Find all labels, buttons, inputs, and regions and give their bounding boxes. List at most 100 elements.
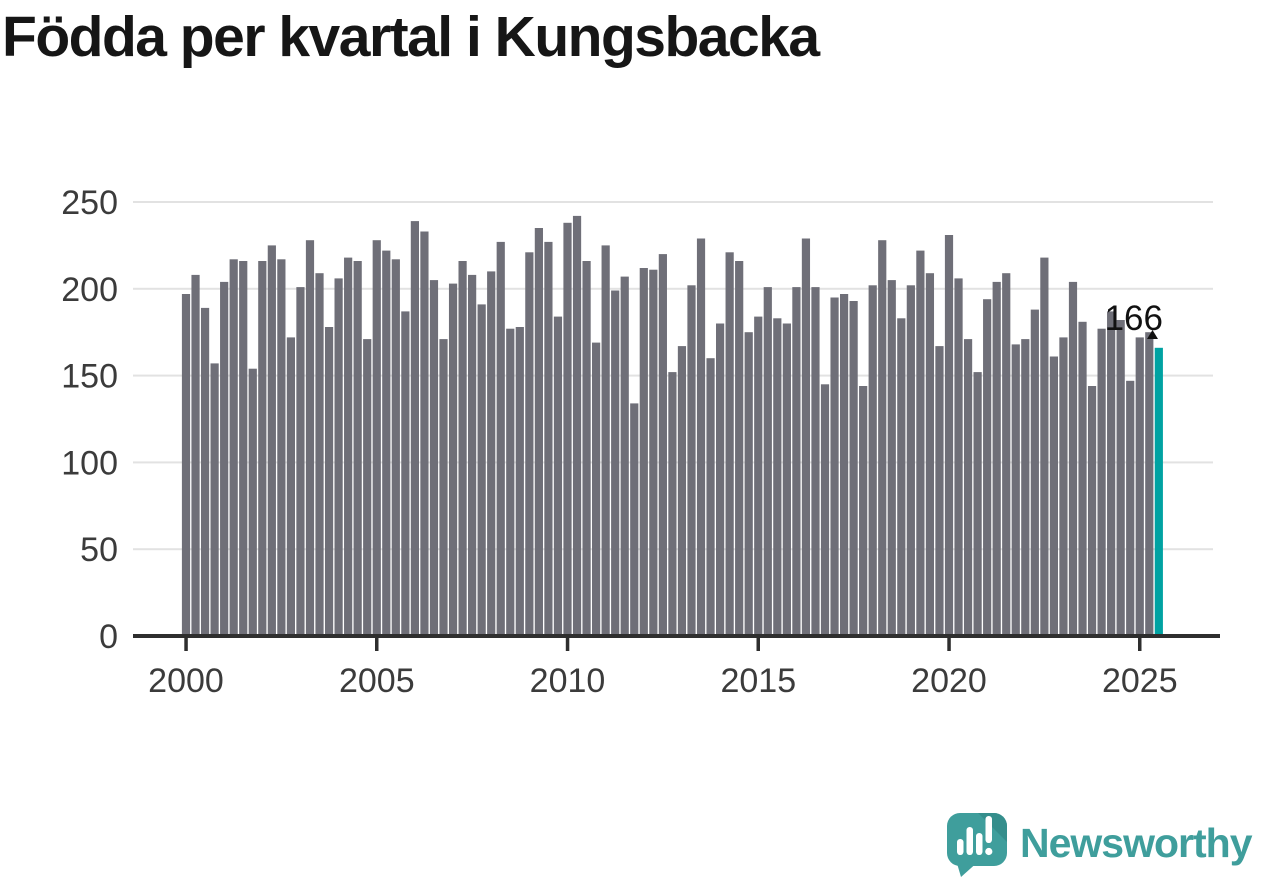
- bar: [1078, 321, 1087, 636]
- bar: [897, 318, 906, 636]
- bar: [382, 250, 391, 636]
- bar: [716, 323, 725, 636]
- bar: [277, 259, 286, 636]
- bar: [592, 342, 601, 636]
- bar: [534, 228, 543, 636]
- bar: [353, 261, 362, 636]
- bar: [1011, 344, 1020, 636]
- bar: [506, 328, 515, 636]
- y-tick-label: 100: [61, 444, 118, 482]
- bar: [887, 280, 896, 636]
- bar: [668, 372, 677, 636]
- x-tick-label: 2010: [530, 662, 606, 700]
- bar: [620, 276, 629, 636]
- bar: [468, 274, 477, 636]
- bar: [563, 222, 572, 637]
- x-axis-tick: [1138, 638, 1142, 651]
- y-tick-label: 0: [99, 618, 118, 656]
- bar: [181, 294, 191, 636]
- bar: [391, 259, 400, 636]
- bar: [286, 337, 296, 636]
- bar-chart: 2000 2005 2010 2015 2020 2025 0 50 100 150 200 250 1…: [61, 184, 1220, 700]
- bar: [611, 290, 620, 636]
- newsworthy-logo-text: Newsworthy: [1020, 820, 1253, 866]
- bar: [916, 250, 925, 636]
- bar: [258, 261, 267, 636]
- bar: [525, 252, 534, 637]
- x-axis-tick: [375, 638, 379, 651]
- bar: [1135, 337, 1144, 636]
- bar: [839, 294, 849, 636]
- bar: [1068, 281, 1078, 636]
- bar: [296, 287, 305, 636]
- bar: [229, 259, 238, 636]
- bar: [305, 240, 315, 636]
- bar: [267, 245, 276, 636]
- bar: [677, 346, 687, 636]
- x-axis-tick: [947, 638, 951, 651]
- bar: [220, 281, 229, 636]
- bar: [649, 269, 658, 636]
- newsworthy-logo: Newsworthy: [947, 813, 1254, 877]
- x-tick-label: 2000: [148, 662, 224, 700]
- bar: [601, 245, 610, 636]
- bar: [1107, 311, 1116, 636]
- bar: [849, 301, 858, 636]
- bar: [696, 238, 706, 636]
- bar: [754, 316, 763, 636]
- bar: [820, 384, 830, 636]
- bar: [334, 278, 343, 636]
- bar: [344, 257, 353, 636]
- x-axis-tick: [565, 638, 570, 651]
- bar: [687, 285, 696, 636]
- bar: [792, 287, 801, 636]
- x-axis-tick: [184, 638, 188, 651]
- x-tick-label: 2005: [339, 662, 415, 700]
- bar: [200, 307, 210, 636]
- bar: [1126, 380, 1135, 636]
- bar: [315, 273, 324, 636]
- bar: [477, 304, 486, 636]
- bar: [706, 358, 715, 636]
- bar: [992, 281, 1001, 636]
- x-axis-line: [133, 634, 1220, 638]
- bar: [496, 241, 505, 636]
- newsworthy-speech-bubble-bar-chart-icon: [947, 813, 1007, 877]
- bar: [954, 278, 963, 636]
- bar: [868, 285, 877, 636]
- bar: [582, 261, 591, 636]
- bar: [639, 268, 648, 636]
- bar: [906, 285, 915, 636]
- bar: [983, 299, 992, 636]
- bar: [859, 386, 868, 636]
- bar: [763, 287, 772, 636]
- bar: [1145, 332, 1154, 636]
- bar: [1116, 320, 1125, 636]
- bar: [572, 215, 582, 636]
- bar: [725, 252, 734, 637]
- bar: [191, 274, 200, 636]
- x-tick-label: 2025: [1102, 662, 1178, 700]
- bar: [429, 280, 439, 636]
- bar: [973, 372, 982, 636]
- gridline: [133, 201, 1213, 203]
- bar: [210, 363, 219, 636]
- bar: [963, 339, 973, 636]
- x-tick-label: 2020: [911, 662, 987, 700]
- bar: [1021, 339, 1030, 636]
- bar: [782, 323, 791, 636]
- bar: [239, 261, 248, 636]
- bar: [410, 221, 419, 636]
- bar: [830, 297, 839, 636]
- y-tick-label: 150: [61, 358, 118, 396]
- bar: [1040, 257, 1049, 636]
- bar: [553, 316, 563, 636]
- gridline: [133, 287, 1213, 290]
- bar-highlight-latest-quarter: [1154, 347, 1163, 636]
- bar: [744, 332, 753, 636]
- bar: [1087, 386, 1097, 636]
- bar: [1049, 356, 1059, 636]
- bar: [1002, 273, 1011, 636]
- y-tick-label: 250: [61, 184, 118, 222]
